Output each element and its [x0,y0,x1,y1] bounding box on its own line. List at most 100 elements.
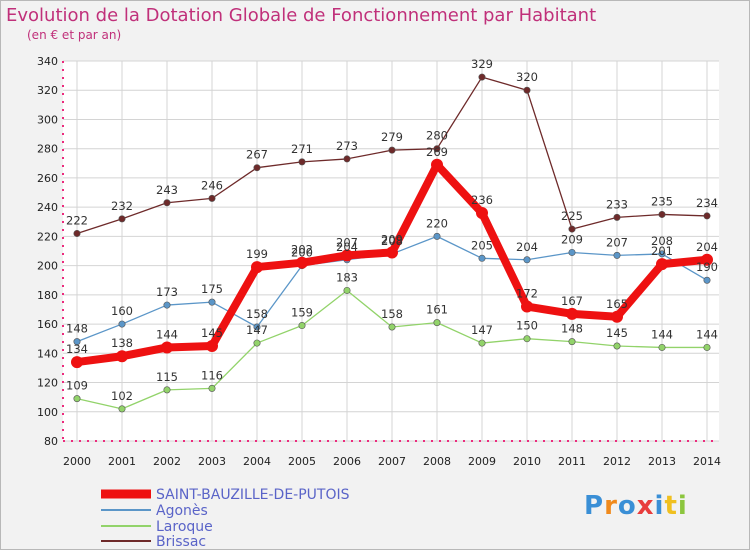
data-point-laroque [253,339,261,347]
data-point-laroque [298,322,306,330]
data-point-laroque [433,319,441,327]
data-point-agones [658,250,666,258]
x-tick-label: 2009 [468,455,496,468]
data-point-agones [703,276,711,284]
data-label-brissac: 271 [291,142,313,156]
x-tick-label: 2008 [423,455,451,468]
data-label-agones: 190 [696,260,718,274]
y-tick-label: 340 [37,55,58,68]
data-label-agones: 148 [66,322,88,336]
data-label-saint: 167 [561,294,583,308]
chart-subtitle: (en € et par an) [27,28,122,42]
data-label-agones: 208 [651,234,673,248]
y-tick-label: 260 [37,172,58,185]
data-point-laroque [568,338,576,346]
data-label-agones: 158 [246,307,268,321]
logo-letter: o [617,491,637,521]
data-point-agones [613,251,621,259]
data-point-brissac [613,213,621,221]
data-point-brissac [478,73,486,81]
y-tick-label: 180 [37,289,58,302]
data-label-brissac: 273 [336,139,358,153]
legend-label-brissac: Brissac [156,534,206,549]
x-tick-label: 2003 [198,455,226,468]
data-point-agones [253,323,261,331]
y-tick-label: 120 [37,377,58,390]
data-label-laroque: 147 [246,323,268,337]
data-label-brissac: 225 [561,209,583,223]
data-label-brissac: 234 [696,196,718,210]
data-label-laroque: 161 [426,303,448,317]
y-tick-label: 280 [37,143,58,156]
data-point-saint [431,158,443,171]
y-tick-label: 320 [37,84,58,97]
data-label-saint: 165 [606,297,628,311]
data-label-laroque: 145 [606,326,628,340]
x-tick-label: 2005 [288,455,316,468]
data-label-laroque: 102 [111,389,133,403]
data-point-laroque [388,323,396,331]
data-point-saint [296,256,308,269]
data-point-saint [161,341,173,354]
x-tick-label: 2007 [378,455,406,468]
data-point-saint [521,300,533,313]
data-label-saint: 236 [471,193,493,207]
chart-title: Evolution de la Dotation Globale de Fonc… [6,5,597,26]
data-label-saint: 138 [111,336,133,350]
y-tick-label: 160 [37,318,58,331]
x-tick-label: 2013 [648,455,676,468]
data-label-laroque: 158 [381,307,403,321]
data-label-saint: 207 [336,235,358,249]
data-point-saint [701,253,713,266]
data-label-laroque: 144 [651,327,673,341]
data-point-saint [341,249,353,262]
data-point-laroque [703,343,711,351]
data-point-brissac [343,155,351,163]
data-point-brissac [568,225,576,233]
data-label-brissac: 280 [426,129,448,143]
logo-letter: r [604,491,618,521]
data-label-laroque: 116 [201,368,223,382]
data-label-brissac: 233 [606,197,628,211]
data-label-brissac: 232 [111,199,133,213]
data-point-agones [163,301,171,309]
x-tick-label: 2000 [63,455,91,468]
data-point-agones [478,254,486,262]
data-point-saint [386,246,398,259]
data-label-agones: 207 [606,235,628,249]
data-label-saint: 134 [66,342,88,356]
data-label-saint: 145 [201,326,223,340]
x-tick-label: 2012 [603,455,631,468]
data-label-laroque: 147 [471,323,493,337]
data-label-brissac: 246 [201,178,223,192]
data-point-brissac [163,199,171,207]
data-label-brissac: 329 [471,57,493,71]
data-label-saint: 209 [381,232,403,246]
data-label-laroque: 159 [291,306,313,320]
x-tick-label: 2014 [693,455,721,468]
data-point-brissac [703,212,711,220]
data-point-agones [208,298,216,306]
data-point-saint [566,307,578,320]
data-point-agones [568,248,576,256]
data-label-brissac: 267 [246,148,268,162]
data-point-brissac [433,145,441,153]
data-point-brissac [208,194,216,202]
x-tick-label: 2001 [108,455,136,468]
data-label-laroque: 144 [696,327,718,341]
data-label-saint: 199 [246,247,268,261]
legend-label-agones: Agonès [156,503,208,519]
data-point-agones [523,256,531,264]
data-point-laroque [208,384,216,392]
logo-letter: P [584,491,605,521]
data-point-saint [611,310,623,323]
x-tick-label: 2006 [333,455,361,468]
x-tick-label: 2004 [243,455,271,468]
data-label-brissac: 279 [381,130,403,144]
data-point-saint [71,356,83,369]
data-point-brissac [73,229,81,237]
data-label-brissac: 320 [516,70,538,84]
y-tick-label: 200 [37,260,58,273]
data-point-agones [118,320,126,328]
